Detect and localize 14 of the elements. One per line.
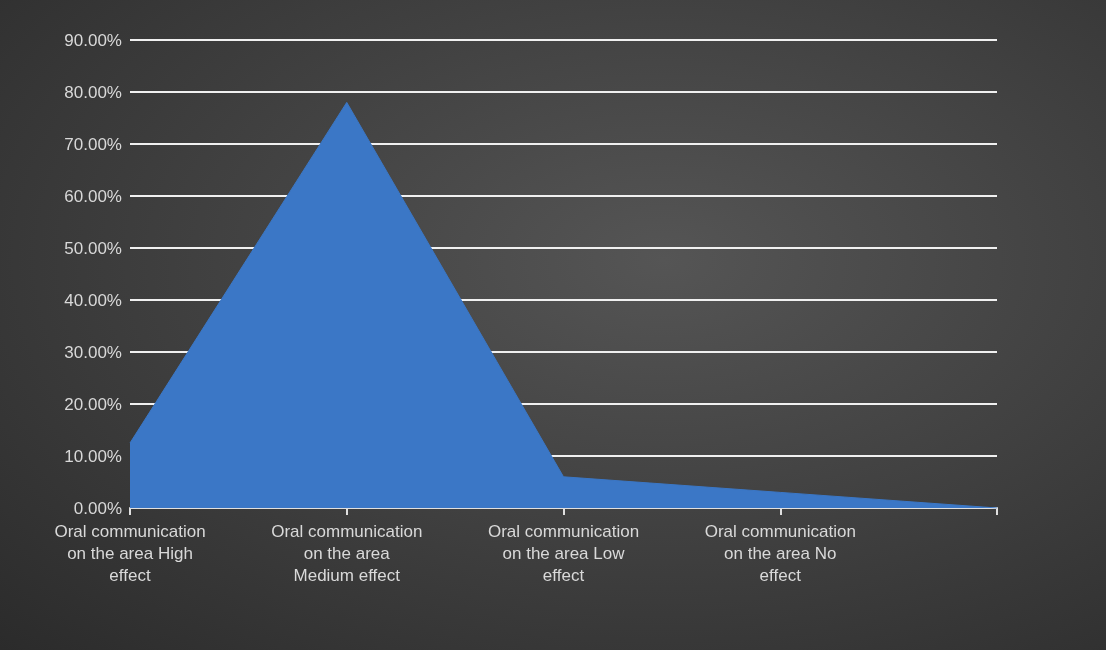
y-tick-label: 60.00% bbox=[64, 186, 122, 206]
x-tick-label: Oral communication on the area Medium effect bbox=[271, 521, 423, 585]
y-tick-label: 70.00% bbox=[64, 134, 122, 154]
y-tick-label: 50.00% bbox=[64, 238, 122, 258]
y-tick-label: 40.00% bbox=[64, 290, 122, 310]
y-tick-label: 90.00% bbox=[64, 30, 122, 50]
x-tick-label: Oral communication on the area High effect bbox=[54, 521, 206, 585]
y-tick-label: 20.00% bbox=[64, 394, 122, 414]
x-tick-label: Oral communication on the area Low effect bbox=[487, 521, 640, 585]
y-tick-label: 0.00% bbox=[73, 498, 122, 518]
y-tick-label: 30.00% bbox=[64, 342, 122, 362]
y-tick-label: 10.00% bbox=[64, 446, 122, 466]
y-tick-label: 80.00% bbox=[64, 82, 122, 102]
x-tick-label: Oral communication on the area No effect bbox=[704, 521, 856, 585]
